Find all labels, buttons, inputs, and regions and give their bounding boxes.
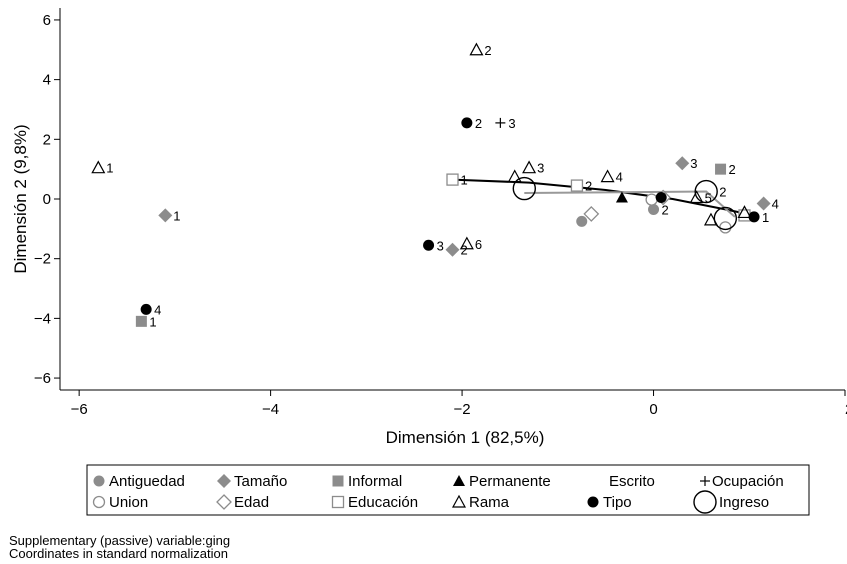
point-label-ingreso: 2 bbox=[719, 185, 726, 200]
point-antiguedad bbox=[648, 203, 660, 215]
point-rama bbox=[737, 205, 752, 219]
legend-marker-ocupacion bbox=[700, 476, 710, 486]
point-union bbox=[645, 193, 658, 206]
point-tamano bbox=[158, 208, 173, 223]
point-label-tipo: 1 bbox=[762, 210, 769, 225]
x-tick-label: −2 bbox=[454, 401, 471, 418]
point-label-educacion: 2 bbox=[585, 179, 592, 194]
point-educacion bbox=[446, 173, 459, 186]
plot-axes: −6 −4 −2 0 2 4 6 −6 −4 −2 0 2 Dimensión 1 (82,5%) Dim… bbox=[11, 8, 847, 447]
point-label-rama: 6 bbox=[475, 237, 482, 252]
point-label-antiguedad: 2 bbox=[662, 202, 669, 217]
point-label-tipo: 2 bbox=[475, 116, 482, 131]
legend-label-tipo: Tipo bbox=[603, 494, 632, 511]
legend-label-edad: Edad bbox=[234, 494, 269, 511]
y-tick-label: −4 bbox=[34, 310, 51, 327]
y-tick-label: −2 bbox=[34, 251, 51, 268]
point-ingreso bbox=[512, 176, 536, 201]
point-rama bbox=[522, 160, 537, 174]
point-label-tamano: 1 bbox=[173, 208, 180, 223]
point-permanente bbox=[615, 191, 628, 203]
point-ocupacion bbox=[495, 117, 506, 128]
point-rama bbox=[689, 190, 704, 204]
point-label-educacion: 1 bbox=[461, 173, 468, 188]
legend-label-permanente: Permanente bbox=[469, 473, 551, 490]
point-ingreso bbox=[713, 206, 738, 231]
point-tipo bbox=[140, 303, 152, 315]
point-label-tipo: 3 bbox=[437, 238, 444, 253]
point-label-rama: 5 bbox=[705, 191, 712, 206]
point-tipo bbox=[461, 117, 473, 129]
legend-label-ingreso: Ingreso bbox=[719, 494, 769, 511]
point-antiguedad bbox=[576, 215, 588, 227]
legend-marker-tamano bbox=[217, 474, 231, 488]
point-rama bbox=[91, 160, 106, 174]
legend-label-antiguedad: Antiguedad bbox=[109, 473, 185, 490]
legend-marker-informal bbox=[332, 475, 344, 487]
gray-line bbox=[524, 190, 736, 218]
legend: Antiguedad Tamaño Informal Permanente Escrit… bbox=[86, 464, 810, 516]
legend-label-tamano: Tamaño bbox=[234, 473, 287, 490]
x-tick-label: 2 bbox=[845, 401, 847, 418]
point-informal bbox=[135, 315, 147, 327]
x-tick-label: −4 bbox=[262, 401, 279, 418]
y-axis-title: Dimensión 2 (9,8%) bbox=[11, 124, 30, 273]
legend-marker-rama bbox=[451, 494, 467, 508]
point-label-rama: 1 bbox=[106, 161, 113, 176]
point-edad bbox=[583, 206, 600, 222]
point-tipo bbox=[748, 211, 760, 223]
x-tick-label: −6 bbox=[71, 401, 88, 418]
legend-label-union: Union bbox=[109, 494, 148, 511]
point-label-rama: 3 bbox=[537, 161, 544, 176]
point-tipo bbox=[655, 192, 667, 204]
point-informal bbox=[715, 163, 727, 175]
legend-label-ocupacion: Ocupación bbox=[712, 473, 784, 490]
point-label-tamano: 4 bbox=[772, 196, 779, 211]
legend-marker-educacion bbox=[331, 495, 345, 509]
note-supplementary: Supplementary (passive) variable:ging bbox=[9, 533, 231, 548]
point-rama bbox=[600, 169, 615, 183]
point-tipo bbox=[423, 239, 435, 251]
point-ingreso bbox=[694, 179, 718, 204]
point-union bbox=[719, 221, 732, 234]
point-educacion bbox=[738, 209, 751, 222]
x-tick-label: 0 bbox=[649, 401, 657, 418]
x-axis-title: Dimensión 1 (82,5%) bbox=[386, 428, 545, 447]
point-tamano bbox=[675, 156, 690, 171]
legend-label-informal: Informal bbox=[348, 473, 402, 490]
point-label-tamano: 3 bbox=[690, 156, 697, 171]
point-label-rama: 2 bbox=[484, 43, 491, 58]
point-educacion bbox=[570, 179, 584, 192]
legend-marker-union bbox=[92, 495, 106, 509]
point-label-informal: 1 bbox=[149, 314, 156, 329]
legend-marker-ingreso bbox=[693, 490, 717, 514]
y-tick-label: 0 bbox=[43, 191, 51, 208]
legend-marker-antiguedad bbox=[93, 475, 105, 487]
point-rama bbox=[507, 169, 522, 183]
y-tick-label: 2 bbox=[43, 131, 51, 148]
legend-box bbox=[86, 464, 810, 516]
y-tick-label: −6 bbox=[34, 370, 51, 387]
point-label-tamano: 2 bbox=[461, 243, 468, 258]
legend-marker-permanente bbox=[453, 475, 465, 486]
note-coordinates: Coordinates in standard normalization bbox=[9, 546, 228, 561]
legend-label-educacion: Educación bbox=[348, 494, 418, 511]
y-tick-label: 4 bbox=[43, 72, 51, 89]
point-label-rama: 4 bbox=[616, 170, 623, 185]
legend-label-rama: Rama bbox=[469, 494, 510, 511]
legend-label-escrito: Escrito bbox=[609, 473, 655, 490]
point-label-tipo: 4 bbox=[154, 302, 161, 317]
legend-marker-tipo bbox=[587, 496, 599, 508]
point-label-informal: 2 bbox=[729, 162, 736, 177]
point-label-ocupacion: 3 bbox=[508, 116, 515, 131]
y-tick-label: 6 bbox=[43, 12, 51, 29]
point-tamano bbox=[756, 196, 771, 211]
point-rama bbox=[459, 236, 474, 250]
point-rama bbox=[469, 42, 484, 56]
point-tamano bbox=[445, 242, 460, 257]
legend-marker-edad bbox=[216, 494, 232, 510]
